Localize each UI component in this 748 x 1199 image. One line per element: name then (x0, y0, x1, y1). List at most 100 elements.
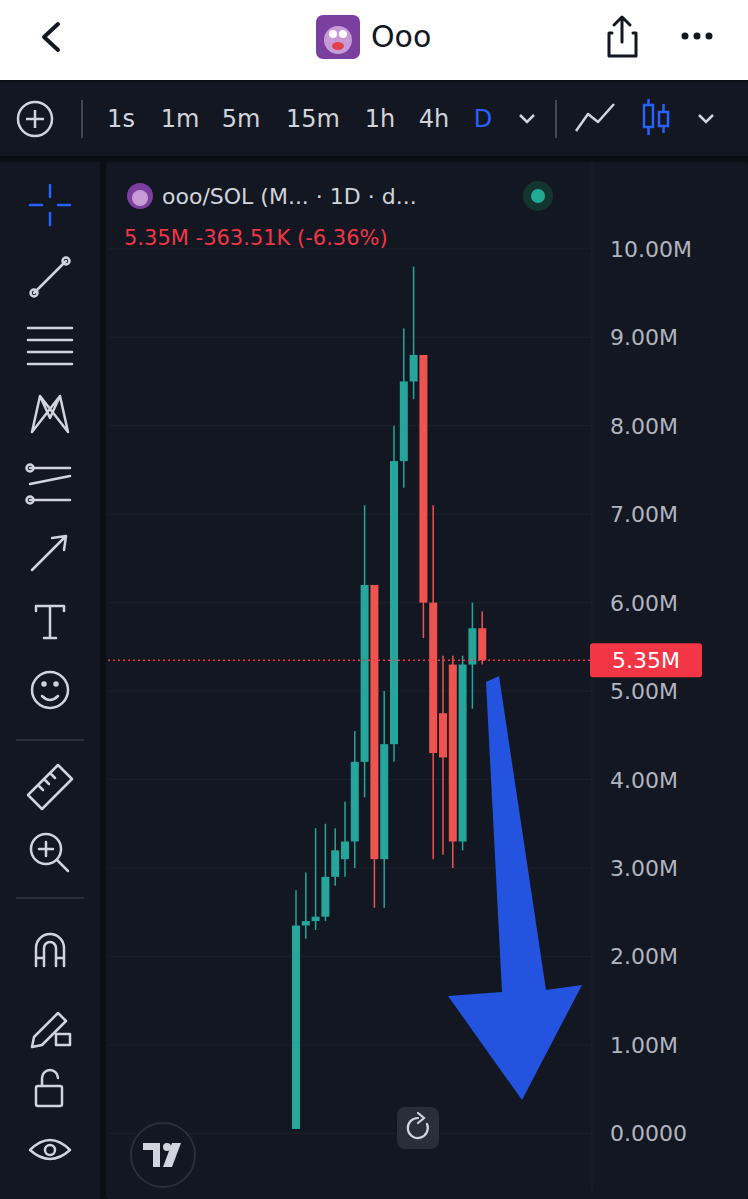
handle (27, 465, 34, 472)
candle-body (380, 744, 388, 859)
more-dot[interactable] (706, 33, 713, 40)
candle-body (459, 665, 467, 842)
header-bg (0, 0, 748, 80)
more-dot[interactable] (682, 33, 689, 40)
line-chart-button[interactable] (576, 104, 614, 131)
grid-line (108, 602, 592, 603)
candle-body (321, 877, 329, 917)
timeframe-button[interactable]: 4h (419, 105, 449, 133)
candle-wick (344, 802, 346, 877)
projection-tool[interactable] (27, 465, 71, 504)
y-tick-label: 3.00M (610, 856, 678, 881)
magnet-tool[interactable] (36, 934, 64, 966)
add-button[interactable] (18, 102, 52, 136)
y-tick-label: 4.00M (610, 768, 678, 793)
handle (27, 497, 34, 504)
measure-tool[interactable] (28, 765, 72, 809)
lock-tool[interactable] (36, 1070, 62, 1106)
handle (31, 290, 38, 297)
tv-logo[interactable] (131, 1123, 195, 1187)
symbol-legend: ooo/SOL (M... · 1D · d...5.35M -363.51K … (124, 181, 553, 250)
magnet-icon (36, 934, 64, 966)
ruler-icon (28, 765, 72, 809)
candle-wick (315, 828, 317, 930)
y-tick-label: 2.00M (610, 944, 678, 969)
share-button[interactable] (609, 17, 636, 56)
y-tick-label: 6.00M (610, 591, 678, 616)
candle-chart-button[interactable] (644, 99, 668, 135)
trend-line-tool[interactable] (31, 258, 70, 297)
timeframe-button[interactable]: 1s (107, 105, 135, 133)
back-button[interactable] (44, 24, 58, 50)
market-status (523, 181, 553, 211)
lock-drawing-tool[interactable] (32, 1013, 70, 1047)
handle (63, 258, 70, 265)
reset-button[interactable] (397, 1107, 439, 1149)
fib-icon (28, 328, 72, 364)
toolbar-bg (0, 82, 748, 156)
timeframe-dropdown[interactable] (520, 115, 534, 122)
timeframe-button[interactable]: 15m (286, 105, 340, 133)
eye (43, 683, 46, 686)
reset-icon (408, 1113, 428, 1138)
timeframe-button[interactable]: 1h (365, 105, 395, 133)
tool-divider (16, 739, 84, 741)
page-bg (0, 0, 748, 1199)
smile (42, 696, 58, 700)
candle-body (341, 841, 349, 859)
last-price-badge (590, 643, 702, 677)
candle-body (331, 850, 339, 877)
avatar-face (324, 26, 352, 54)
symbol-icon (127, 183, 153, 209)
add-plus (26, 110, 44, 128)
y-tick-label: 1.00M (610, 1033, 678, 1058)
candle-body (292, 926, 300, 1129)
candle-icon (644, 105, 653, 127)
last-price-label: 5.35M (612, 648, 680, 673)
candle-body (449, 665, 457, 842)
candle-body (390, 461, 398, 744)
tv-logo-t (143, 1143, 160, 1167)
share-arrow (614, 17, 630, 42)
chart-type-dropdown[interactable] (699, 115, 713, 122)
candle-body (410, 355, 418, 382)
y-tick-label: 10.00M (610, 237, 692, 262)
y-tick-label: 9.00M (610, 325, 678, 350)
arrow-icon (32, 536, 66, 570)
fib-tool[interactable] (28, 328, 72, 364)
chart-pane-bg (106, 162, 748, 1199)
timeframe-button[interactable]: D (474, 105, 492, 133)
projection-icon (30, 468, 70, 500)
pattern-icon (32, 396, 68, 432)
trend-line-icon (34, 261, 66, 293)
candle-wick (305, 872, 307, 938)
y-tick-label: 0.0000 (610, 1121, 687, 1146)
brush-tool[interactable] (32, 536, 66, 570)
timeframe-button[interactable]: 5m (222, 105, 261, 133)
grid-line (108, 779, 592, 780)
candles (108, 266, 592, 1128)
eye (55, 683, 58, 686)
price-change: 5.35M -363.51K (-6.36%) (124, 226, 388, 250)
candle-body (312, 917, 320, 921)
candle-body (361, 585, 369, 762)
hide-tool[interactable] (30, 1140, 70, 1159)
avatar-mouth (332, 42, 344, 50)
candle-body (370, 585, 378, 859)
more-dot[interactable] (694, 33, 701, 40)
eye-icon (30, 1140, 70, 1159)
tool-divider (16, 897, 84, 899)
pattern-tool[interactable] (32, 396, 68, 432)
screen: Ooo1s1m5m15m1h4hD0.00001.00M2.00M3.00M4.… (0, 0, 748, 1199)
y-tick-label: 8.00M (610, 414, 678, 439)
grid-line (108, 337, 592, 338)
candle-body (429, 603, 437, 753)
timeframe-button[interactable]: 1m (161, 105, 200, 133)
toolbar-separator (81, 100, 83, 138)
icon-tool[interactable] (32, 672, 68, 708)
candle-body (439, 713, 447, 757)
crosshair-tool[interactable] (30, 185, 70, 225)
candle-body (351, 762, 359, 842)
text-tool[interactable] (36, 606, 64, 638)
zoom-tool[interactable] (31, 834, 68, 871)
